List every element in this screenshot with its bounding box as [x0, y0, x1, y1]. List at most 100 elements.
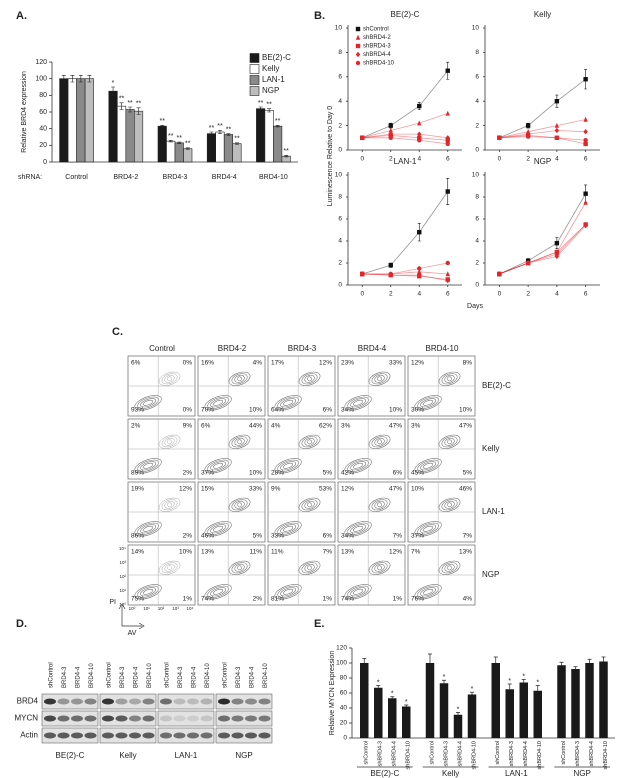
contour [228, 371, 251, 386]
legend-swatch [249, 75, 260, 85]
marker [497, 271, 502, 277]
bar [273, 125, 283, 163]
band [44, 715, 56, 722]
error-bar [234, 142, 239, 145]
band [231, 732, 244, 739]
contour [134, 395, 162, 411]
quadrant-percent: 6% [131, 360, 141, 367]
contour [414, 458, 442, 474]
y-tick-label: 4 [475, 98, 479, 105]
quadrant-percent: 53% [319, 486, 332, 493]
contour [137, 459, 159, 472]
contour [350, 461, 367, 471]
contour [164, 375, 175, 383]
bar [215, 131, 225, 163]
x-tick-label: 4 [555, 291, 559, 298]
band [102, 715, 114, 722]
significance: ** [177, 135, 183, 142]
series-line [499, 225, 586, 275]
contour [167, 502, 172, 508]
marker [388, 271, 393, 277]
blot-strip [157, 710, 215, 727]
quadrant-percent: 5% [463, 470, 473, 477]
marker [583, 191, 588, 196]
significance: * [457, 706, 460, 713]
marker [554, 135, 560, 140]
marker [417, 103, 422, 109]
series-line [362, 191, 449, 275]
contour [134, 458, 162, 474]
marker [445, 141, 450, 147]
significance: * [508, 678, 511, 685]
contour [207, 522, 229, 535]
bar [59, 78, 69, 163]
error-bar [559, 661, 564, 666]
legend-swatch [249, 53, 260, 63]
quadrant-percent: 62% [319, 423, 332, 430]
blot-strip [99, 710, 157, 727]
contour [414, 395, 442, 411]
group-label: Kelly [442, 769, 459, 778]
marker [417, 266, 422, 271]
y-tick-label: 6 [475, 216, 479, 223]
band [218, 715, 230, 722]
contour [140, 587, 157, 597]
contour [140, 398, 157, 408]
band [245, 715, 257, 722]
quadrant-percent: 10% [411, 486, 424, 493]
significance: ** [209, 125, 215, 132]
contour [414, 584, 442, 600]
significance: ** [168, 133, 174, 140]
marker [554, 127, 560, 134]
band [115, 732, 128, 739]
error-bar [493, 656, 498, 663]
contour [207, 585, 229, 598]
y-tick-label: 10⁴ [119, 546, 126, 551]
bar [166, 140, 176, 163]
significance: * [391, 691, 394, 698]
contour [423, 399, 434, 406]
contour [307, 376, 312, 382]
quadrant-percent: 34% [341, 407, 354, 414]
x-tick-label: shBRD4-10 [537, 741, 543, 769]
marker [445, 277, 450, 284]
contour [274, 458, 302, 474]
blot-strip [41, 693, 99, 710]
flow-plot [127, 481, 196, 543]
bar [125, 109, 135, 163]
contour [167, 376, 172, 382]
y-tick-label: 0 [475, 282, 479, 289]
contour [283, 462, 294, 469]
band [218, 732, 230, 739]
quadrant-percent: 1% [323, 596, 333, 603]
contour [204, 584, 232, 600]
band [245, 698, 257, 705]
band [57, 698, 70, 705]
contour [444, 563, 455, 572]
significance: * [377, 679, 380, 686]
lane-label: BRD4-4 [250, 666, 256, 688]
x-tick-label: 6 [584, 156, 588, 163]
significance: ** [217, 123, 223, 130]
contour [377, 502, 382, 508]
contour [441, 499, 458, 511]
band [44, 732, 56, 739]
contour [298, 560, 321, 575]
y-tick-label: 2 [475, 260, 479, 267]
contour [167, 565, 172, 571]
series-line [362, 273, 448, 281]
y-tick-label: 0 [475, 147, 479, 154]
error-bar [404, 704, 409, 707]
legend-label: shBRD4-10 [363, 61, 395, 67]
quadrant-percent: 10% [389, 407, 402, 414]
contour [207, 396, 229, 409]
column-label: Control [149, 344, 175, 353]
error-bar [573, 666, 578, 669]
contour [417, 459, 439, 472]
contour [368, 434, 391, 449]
flow-plot [267, 355, 336, 417]
contour [161, 562, 178, 574]
quadrant-percent: 11% [271, 549, 284, 556]
contour [368, 371, 391, 386]
contour [210, 398, 227, 408]
